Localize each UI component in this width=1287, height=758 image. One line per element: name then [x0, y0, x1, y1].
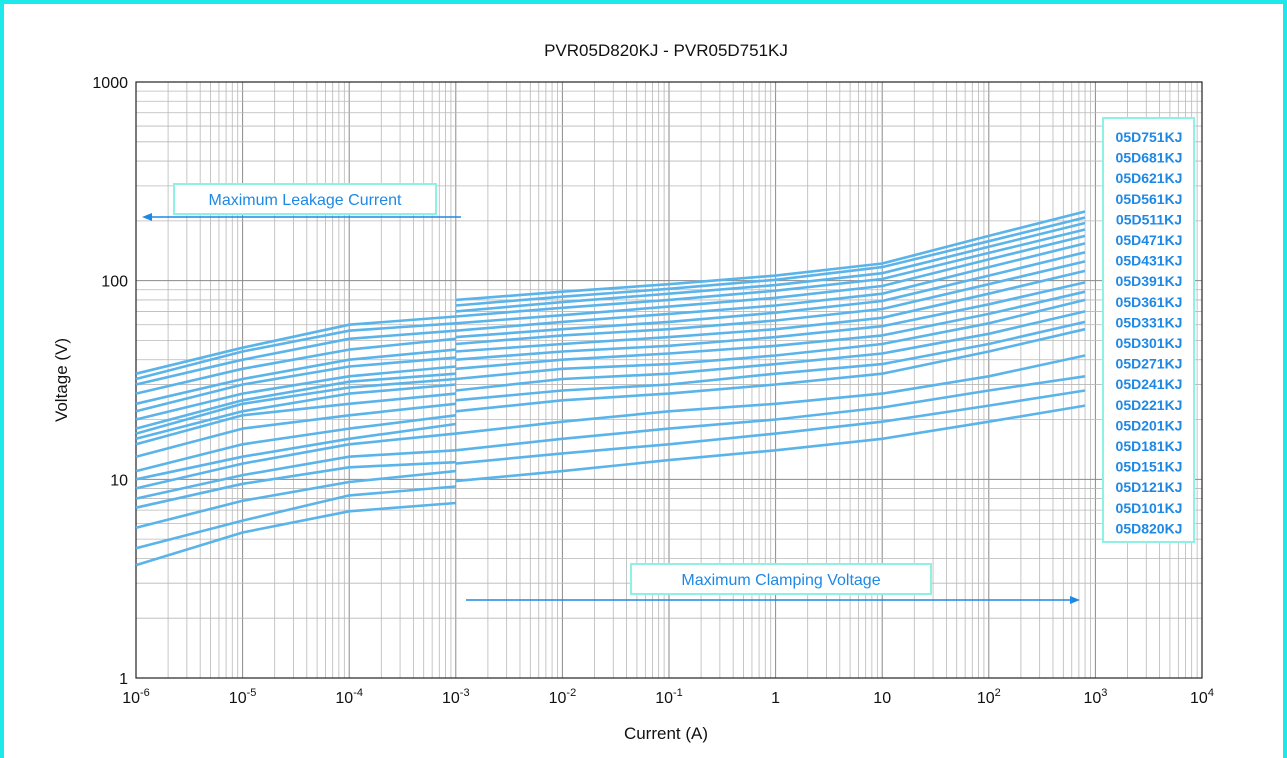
leakage-line-05d181kj — [135, 449, 456, 500]
x-tick-label: 10-6 — [122, 687, 150, 707]
x-tick-label: 10-4 — [335, 687, 363, 707]
legend-item: 05D181KJ — [1116, 438, 1183, 454]
leakage-line-05d681kj — [135, 322, 456, 381]
leakage-line-05d361kj — [135, 377, 456, 435]
clamping-line-05d121kj — [455, 389, 1086, 465]
legend-item: 05D121KJ — [1116, 479, 1183, 495]
clamping-line-05d331kj — [455, 281, 1086, 361]
clamping-line-05d561kj — [455, 228, 1086, 318]
legend-item: 05D331KJ — [1116, 314, 1183, 330]
legend: 05D751KJ 05D681KJ 05D621KJ 05D561KJ 05D511KJ… — [1102, 117, 1195, 543]
clamping-line-05d101kj — [455, 404, 1086, 483]
legend-items: 05D751KJ 05D681KJ 05D621KJ 05D561KJ 05D511KJ… — [1116, 129, 1183, 536]
y-tick-label: 10 — [110, 472, 128, 489]
legend-item: 05D301KJ — [1116, 335, 1183, 351]
x-tick-label: 10 — [873, 690, 891, 707]
leakage-line-05d391kj — [135, 372, 456, 430]
clamping-annotation-box — [630, 563, 932, 595]
y-axis-title: Voltage (V) — [52, 338, 71, 422]
leakage-line-05d431kj — [135, 365, 456, 421]
x-tick-labels: 10-6 10-5 10-4 10-3 10-2 10-1 1 10 102 103 104 — [122, 687, 1214, 707]
plot-border — [135, 81, 1203, 679]
x-tick-label: 10-3 — [442, 687, 470, 707]
leakage-line-05d241kj — [135, 414, 456, 473]
leakage-annotation-label: Maximum Leakage Current — [209, 192, 403, 209]
clamping-line-05d241kj — [455, 310, 1086, 392]
legend-item: 05D561KJ — [1116, 191, 1183, 207]
leakage-annotation-box — [173, 183, 437, 215]
legend-item: 05D681KJ — [1116, 150, 1183, 166]
x-tick-label: 103 — [1083, 687, 1107, 707]
legend-item: 05D751KJ — [1116, 129, 1183, 145]
y-tick-label: 1000 — [92, 75, 128, 92]
clamping-annotation: Maximum Clamping Voltage — [466, 563, 1080, 604]
leakage-line-05d101kj — [135, 485, 456, 550]
clamping-line-05d681kj — [455, 216, 1086, 307]
clamping-line-05d431kj — [455, 251, 1086, 339]
legend-item: 05D621KJ — [1116, 170, 1183, 186]
x-tick-label: 104 — [1190, 687, 1214, 707]
leakage-line-05d271kj — [135, 402, 456, 458]
leakage-annotation: Maximum Leakage Current — [142, 183, 461, 221]
clamping-line-05d471kj — [455, 242, 1086, 332]
x-tick-label: 10-5 — [229, 687, 257, 707]
legend-item: 05D271KJ — [1116, 356, 1183, 372]
legend-item: 05D101KJ — [1116, 500, 1183, 516]
clamping-annotation-label: Maximum Clamping Voltage — [681, 572, 880, 589]
leakage-line-05d511kj — [135, 348, 456, 406]
clamping-line-05d151kj — [455, 375, 1086, 452]
legend-item: 05D241KJ — [1116, 376, 1183, 392]
leakage-line-05d151kj — [135, 460, 456, 509]
clamping-line-05d221kj — [455, 320, 1086, 402]
legend-item: 05D151KJ — [1116, 459, 1183, 475]
clamping-line-05d181kj — [455, 354, 1086, 435]
clamping-arrow-head — [1070, 596, 1080, 604]
leakage-line-05d820kj — [135, 501, 456, 567]
clamping-line-05d511kj — [455, 234, 1086, 325]
leakage-line-05d331kj — [135, 383, 456, 441]
leakage-line-05d301kj — [135, 392, 456, 446]
leakage-line-05d561kj — [135, 337, 456, 395]
legend-item: 05D201KJ — [1116, 417, 1183, 433]
clamping-line-05d391kj — [455, 260, 1086, 346]
clamping-line-05d201kj — [455, 327, 1086, 413]
clamping-line-05d751kj — [455, 210, 1086, 302]
leakage-line-05d751kj — [135, 315, 456, 375]
y-tick-labels: 1 10 100 1000 — [92, 75, 128, 688]
leakage-line-05d221kj — [135, 422, 456, 481]
leakage-arrow-head — [142, 213, 152, 221]
legend-item: 05D221KJ — [1116, 397, 1183, 413]
legend-box — [1102, 117, 1195, 543]
clamping-line-05d301kj — [455, 290, 1086, 371]
clamping-line-05d271kj — [455, 298, 1086, 381]
x-tick-label: 10-2 — [549, 687, 577, 707]
x-axis-title: Current (A) — [624, 724, 708, 743]
legend-item: 05D820KJ — [1116, 520, 1183, 536]
y-tick-label: 1 — [119, 671, 128, 688]
leakage-line-05d201kj — [135, 432, 456, 490]
y-tick-label: 100 — [101, 274, 128, 291]
x-tick-label: 1 — [771, 690, 780, 707]
x-tick-label: 102 — [977, 687, 1001, 707]
x-tick-label: 10-1 — [655, 687, 683, 707]
legend-item: 05D391KJ — [1116, 273, 1183, 289]
clamping-line-05d361kj — [455, 269, 1086, 353]
leakage-line-05d621kj — [135, 329, 456, 386]
legend-item: 05D511KJ — [1116, 211, 1182, 227]
leakage-line-05d471kj — [135, 356, 456, 413]
chart-svg: 10-6 10-5 10-4 10-3 10-2 10-1 1 10 102 103 104 110… — [52, 41, 1214, 743]
leakage-line-05d121kj — [135, 469, 456, 530]
legend-item: 05D361KJ — [1116, 294, 1183, 310]
legend-item: 05D471KJ — [1116, 232, 1183, 248]
chart-title: PVR05D820KJ - PVR05D751KJ — [544, 41, 788, 60]
clamping-line-05d621kj — [455, 221, 1086, 313]
series-layer — [135, 210, 1086, 567]
legend-item: 05D431KJ — [1116, 253, 1183, 269]
